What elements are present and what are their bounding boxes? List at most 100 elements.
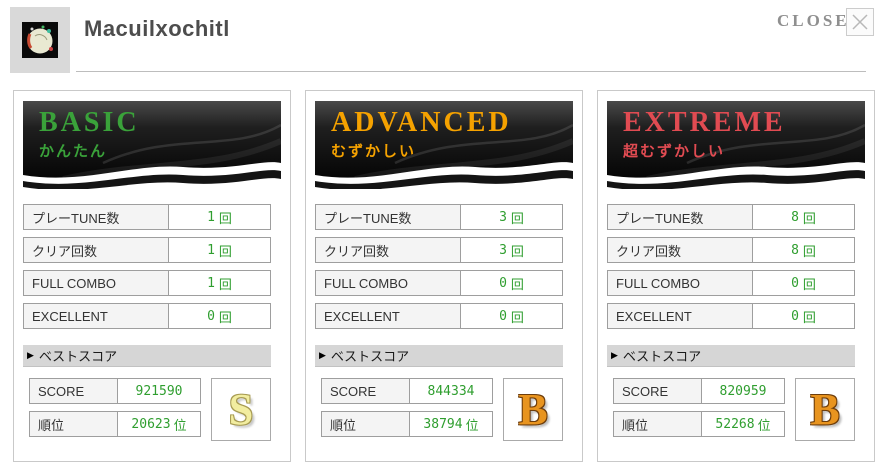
rank-unit: 位: [173, 418, 187, 434]
rank-row: 順位 38794 位: [321, 411, 493, 437]
stat-label: FULL COMBO: [316, 271, 461, 295]
stat-row-clear-count: クリア回数 8 回: [607, 237, 855, 263]
stat-row-full-combo: FULL COMBO 1 回: [23, 270, 271, 296]
grade-letter: B: [518, 384, 548, 434]
grade-badge: B: [795, 378, 855, 441]
best-score-header: ▶ ベストスコア: [315, 345, 563, 367]
count-unit: 回: [510, 244, 524, 260]
triangle-bullet-icon: ▶: [27, 350, 34, 360]
stat-label: クリア回数: [608, 238, 753, 262]
stat-table: プレーTUNE数 8 回 クリア回数 8 回 FULL COMBO 0 回: [607, 204, 855, 336]
stat-row-play-tunes: プレーTUNE数 3 回: [315, 204, 563, 230]
score-row: SCORE 844334: [321, 378, 493, 404]
close-button[interactable]: CLOSE: [777, 11, 850, 30]
stat-label: プレーTUNE数: [608, 205, 753, 229]
difficulty-name: ADVANCED: [331, 107, 512, 138]
jacket-artwork-icon: [22, 22, 58, 58]
stat-number: 3: [499, 242, 507, 258]
best-score-table: SCORE 820959 順位 52268 位: [613, 378, 785, 444]
page-title: Macuilxochitl: [84, 16, 230, 41]
stat-table: プレーTUNE数 1 回 クリア回数 1 回 FULL COMBO 1 回: [23, 204, 271, 336]
score-value: 844334: [427, 383, 475, 399]
banner-wave-art: [607, 101, 865, 189]
stat-number: 1: [207, 242, 215, 258]
stat-number: 0: [791, 308, 799, 324]
stat-row-clear-count: クリア回数 1 回: [23, 237, 271, 263]
stat-row-excellent: EXCELLENT 0 回: [315, 303, 563, 329]
difficulty-banner: ADVANCED むずかしい: [315, 101, 573, 189]
difficulty-banner: EXTREME 超むずかしい: [607, 101, 865, 189]
grade-badge: S: [211, 378, 271, 441]
count-unit: 回: [802, 277, 816, 293]
triangle-bullet-icon: ▶: [319, 350, 326, 360]
score-row: SCORE 820959: [613, 378, 785, 404]
song-jacket-art: [22, 22, 58, 58]
best-score-title: ベストスコア: [38, 349, 118, 364]
stat-row-excellent: EXCELLENT 0 回: [23, 303, 271, 329]
rank-value: 52268 位: [702, 412, 784, 436]
difficulty-subtitle: 超むずかしい: [623, 144, 726, 161]
count-unit: 回: [218, 211, 232, 227]
close-icon[interactable]: [846, 8, 874, 36]
count-unit: 回: [218, 310, 232, 326]
score-label: SCORE: [614, 379, 702, 403]
score-value: 921590: [135, 383, 183, 399]
rank-row: 順位 52268 位: [613, 411, 785, 437]
rank-unit: 位: [757, 418, 771, 434]
stat-table: プレーTUNE数 3 回 クリア回数 3 回 FULL COMBO 0 回: [315, 204, 563, 336]
stat-value: 1 回: [169, 238, 270, 262]
stat-value: 3 回: [461, 205, 562, 229]
banner-wave-art: [315, 101, 573, 189]
rank-number: 20623: [131, 416, 171, 432]
stat-value: 8 回: [753, 238, 854, 262]
stat-label: FULL COMBO: [24, 271, 169, 295]
difficulty-name: BASIC: [39, 107, 140, 138]
stat-number: 0: [791, 275, 799, 291]
rank-label: 順位: [30, 412, 118, 436]
difficulty-card-basic: BASIC かんたん プレーTUNE数 1 回 クリア回数 1 回 FULL C: [13, 90, 291, 462]
score-label: SCORE: [322, 379, 410, 403]
rank-row: 順位 20623 位: [29, 411, 201, 437]
best-score-title: ベストスコア: [622, 349, 702, 364]
count-unit: 回: [802, 244, 816, 260]
stat-row-full-combo: FULL COMBO 0 回: [315, 270, 563, 296]
rank-number: 52268: [715, 416, 755, 432]
stat-value: 3 回: [461, 238, 562, 262]
stat-label: EXCELLENT: [24, 304, 169, 328]
stat-number: 1: [207, 275, 215, 291]
score-label: SCORE: [30, 379, 118, 403]
banner-wave-art: [23, 101, 281, 189]
count-unit: 回: [802, 310, 816, 326]
stat-value: 0 回: [169, 304, 270, 328]
rank-unit: 位: [465, 418, 479, 434]
stat-number: 1: [207, 209, 215, 225]
stat-number: 8: [791, 242, 799, 258]
stat-number: 0: [207, 308, 215, 324]
stat-value: 0 回: [461, 271, 562, 295]
rank-value: 20623 位: [118, 412, 200, 436]
rank-number: 38794: [423, 416, 463, 432]
grade-letter: S: [228, 384, 254, 434]
triangle-bullet-icon: ▶: [611, 350, 618, 360]
stat-row-play-tunes: プレーTUNE数 8 回: [607, 204, 855, 230]
stat-label: FULL COMBO: [608, 271, 753, 295]
count-unit: 回: [802, 211, 816, 227]
stat-label: EXCELLENT: [316, 304, 461, 328]
stat-row-excellent: EXCELLENT 0 回: [607, 303, 855, 329]
rank-label: 順位: [614, 412, 702, 436]
stat-row-play-tunes: プレーTUNE数 1 回: [23, 204, 271, 230]
stat-value: 1 回: [169, 271, 270, 295]
best-score-table: SCORE 921590 順位 20623 位: [29, 378, 201, 444]
stat-row-clear-count: クリア回数 3 回: [315, 237, 563, 263]
best-score-header: ▶ ベストスコア: [23, 345, 271, 367]
rank-value: 38794 位: [410, 412, 492, 436]
grade-letter: B: [810, 384, 840, 434]
difficulty-subtitle: むずかしい: [331, 144, 417, 161]
header-divider: [76, 71, 866, 72]
stat-value: 0 回: [753, 271, 854, 295]
count-unit: 回: [218, 244, 232, 260]
count-unit: 回: [218, 277, 232, 293]
song-jacket: [10, 7, 70, 73]
difficulty-cards: BASIC かんたん プレーTUNE数 1 回 クリア回数 1 回 FULL C: [13, 90, 875, 462]
stat-value: 0 回: [753, 304, 854, 328]
